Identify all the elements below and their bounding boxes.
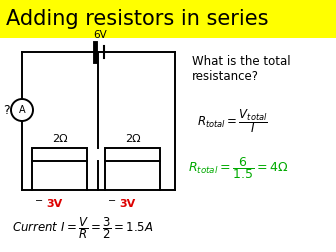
Text: ?: ? [3, 104, 9, 116]
Circle shape [11, 99, 33, 121]
Bar [32, 148, 87, 161]
Text: 3V: 3V [46, 199, 62, 209]
Text: $R_{total} = \dfrac{6}{1.5} = 4\Omega$: $R_{total} = \dfrac{6}{1.5} = 4\Omega$ [188, 155, 288, 181]
Text: Adding resistors in series: Adding resistors in series [6, 9, 268, 29]
Text: $R_{total} = \dfrac{V_{total}}{I}$: $R_{total} = \dfrac{V_{total}}{I}$ [197, 107, 268, 135]
Text: A: A [19, 105, 25, 115]
Text: 3V: 3V [119, 199, 135, 209]
Text: −: − [35, 196, 43, 206]
Text: 2Ω: 2Ω [52, 134, 67, 144]
Text: 6V: 6V [93, 30, 107, 40]
Text: −: − [108, 196, 116, 206]
Text: 2Ω: 2Ω [125, 134, 140, 144]
Text: Current $I = \dfrac{V}{R} = \dfrac{3}{2} = 1.5A$: Current $I = \dfrac{V}{R} = \dfrac{3}{2}… [12, 215, 154, 241]
Text: What is the total
resistance?: What is the total resistance? [192, 55, 291, 83]
Bar [105, 148, 160, 161]
Bar [0, 0, 336, 38]
